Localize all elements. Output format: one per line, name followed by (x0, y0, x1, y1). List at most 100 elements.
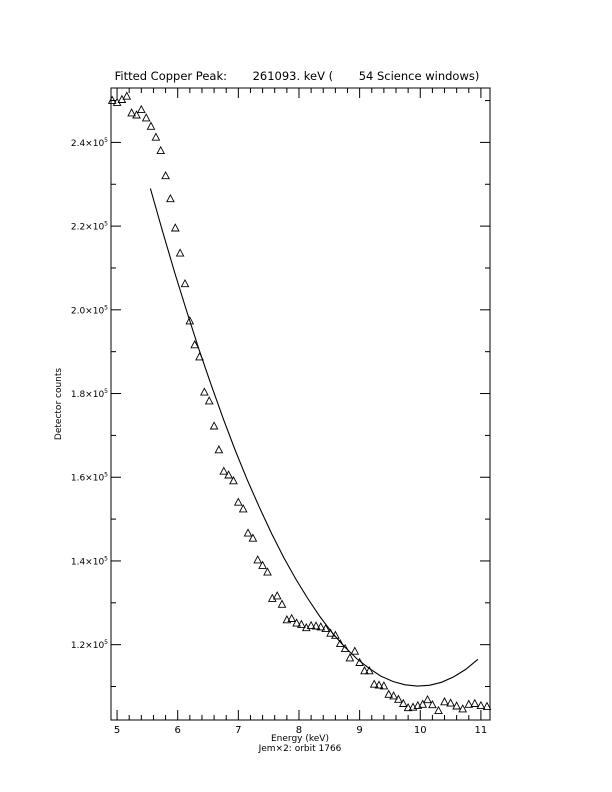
data-point-marker (282, 615, 292, 624)
y-tick-exponent: 5 (104, 388, 108, 395)
data-point-marker (141, 113, 151, 122)
data-point-marker (379, 681, 389, 690)
data-point-marker (434, 705, 443, 715)
chart-title: Fitted Copper Peak: 261093. keV ( 54 Sci… (115, 69, 480, 83)
data-point-marker (350, 646, 360, 655)
y-tick-mantissa: 1.6×10 (71, 474, 105, 484)
x-tick-labels: 5 6 7 8 9 10 11 (114, 725, 487, 736)
data-point-marker (214, 445, 224, 454)
fit-curve-line (149, 188, 479, 687)
data-point-marker (238, 504, 248, 513)
y-tick-label: 1.6×105 (71, 472, 108, 484)
data-point-marker (423, 694, 432, 704)
x-tick-label: 5 (114, 725, 120, 736)
y-tick-mantissa: 2.4×10 (71, 139, 105, 149)
data-point-marker (340, 643, 350, 653)
data-point-marker (272, 591, 282, 600)
data-point-marker (292, 618, 301, 627)
y-tick-label: 2.4×105 (71, 137, 108, 149)
data-point-marker (306, 620, 316, 630)
y-tick-labels: 1.2×1051.4×1051.6×1051.8×1052.0×1052.2×1… (71, 137, 108, 651)
data-point-marker (122, 91, 132, 100)
y-tick-exponent: 5 (104, 137, 108, 144)
y-tick-exponent: 5 (104, 555, 108, 562)
data-point-marker (398, 698, 408, 707)
y-tick-exponent: 5 (104, 304, 108, 311)
x-tick-label: 10 (414, 725, 427, 736)
data-point-marker (476, 700, 486, 710)
x-tick-label: 6 (175, 725, 181, 736)
data-point-marker (204, 396, 214, 405)
data-point-marker (156, 145, 166, 155)
data-point-marker (428, 699, 437, 709)
data-point-marker (311, 621, 321, 630)
data-point-marker (458, 704, 468, 713)
x-tick-label: 9 (356, 725, 362, 736)
data-point-marker (233, 497, 243, 506)
y-tick-mantissa: 2.2×10 (71, 223, 105, 233)
data-point-marker (470, 698, 480, 707)
x-tick-label: 8 (296, 725, 302, 736)
data-point-marker (389, 691, 398, 700)
data-point-marker (195, 352, 204, 361)
data-point-marker (355, 657, 364, 666)
data-point-marker (482, 701, 492, 710)
data-point-marker (132, 110, 141, 119)
data-point-marker (151, 132, 161, 141)
data-point-marker (180, 278, 190, 288)
data-points-series (107, 91, 492, 715)
data-point-marker (418, 699, 428, 708)
data-point-marker (335, 638, 345, 648)
data-point-marker (175, 248, 185, 257)
data-point-marker (345, 653, 355, 662)
data-point-marker (127, 108, 136, 117)
data-point-marker (331, 630, 340, 639)
data-point-marker (369, 679, 379, 688)
y-tick-mantissa: 2.0×10 (71, 306, 105, 316)
y-tick-mantissa: 1.2×10 (71, 641, 105, 651)
data-point-marker (224, 470, 233, 479)
data-point-marker (297, 619, 306, 628)
data-point-marker (190, 340, 200, 349)
y-tick-label: 1.4×105 (71, 555, 108, 567)
y-tick-exponent: 5 (104, 221, 108, 228)
data-point-marker (253, 555, 263, 564)
data-point-marker (403, 702, 413, 712)
data-point-marker (287, 613, 297, 622)
y-tick-mantissa: 1.4×10 (71, 557, 105, 567)
data-point-marker (219, 466, 229, 475)
data-point-marker (360, 666, 369, 675)
data-point-marker (364, 666, 374, 675)
plot-frame (110, 87, 491, 721)
data-point-marker (200, 387, 209, 396)
data-point-marker (374, 680, 384, 689)
data-point-marker (326, 628, 335, 637)
data-point-marker (277, 599, 287, 608)
y-tick-label: 2.2×105 (71, 221, 108, 233)
data-point-marker (263, 567, 272, 576)
y-tick-exponent: 5 (104, 639, 108, 646)
data-point-marker (248, 533, 258, 542)
data-point-marker (316, 622, 326, 631)
x-tick-label: 11 (475, 725, 488, 736)
data-point-marker (413, 700, 423, 710)
y-tick-label: 1.8×105 (71, 388, 108, 400)
data-point-marker (136, 104, 146, 114)
data-point-marker (243, 528, 253, 537)
data-point-marker (146, 121, 156, 130)
data-point-marker (166, 193, 175, 203)
y-tick-exponent: 5 (104, 472, 108, 479)
data-point-marker (258, 560, 267, 569)
y-tick-label: 2.0×105 (71, 304, 108, 316)
data-point-marker (440, 697, 449, 706)
data-point-marker (229, 476, 238, 485)
data-point-marker (394, 694, 403, 703)
data-point-marker (446, 698, 455, 707)
data-point-marker (384, 689, 394, 698)
data-point-marker (170, 223, 180, 232)
data-point-marker (107, 95, 117, 104)
x-axis-label: Energy (keV) (271, 734, 329, 744)
data-point-marker (267, 593, 277, 602)
data-point-marker (464, 699, 474, 708)
